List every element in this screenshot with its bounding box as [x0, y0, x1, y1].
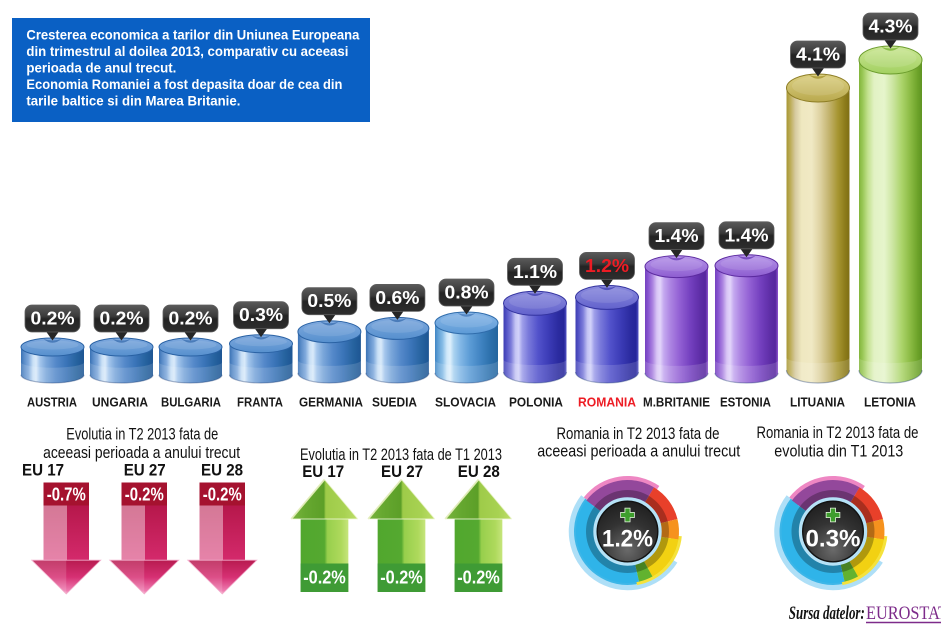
svg-text:0.2%: 0.2%	[100, 309, 144, 329]
svg-text:0.5%: 0.5%	[307, 291, 351, 311]
svg-text:POLONIA: POLONIA	[509, 396, 563, 410]
svg-text:Evolutia in T2 2013 fata de T1: Evolutia in T2 2013 fata de T1 2013	[300, 445, 502, 464]
svg-text:LETONIA: LETONIA	[864, 396, 916, 410]
svg-text:1.1%: 1.1%	[513, 262, 557, 282]
svg-text:0.2%: 0.2%	[31, 309, 75, 329]
svg-text:LITUANIA: LITUANIA	[790, 396, 845, 410]
svg-text:M.BRITANIE: M.BRITANIE	[643, 396, 710, 410]
svg-text:BULGARIA: BULGARIA	[161, 396, 221, 410]
svg-text:SUEDIA: SUEDIA	[372, 396, 417, 410]
svg-text:Cresterea economica a tarilor: Cresterea economica a tarilor din Uniune…	[26, 28, 359, 43]
svg-text:SLOVACIA: SLOVACIA	[435, 396, 496, 410]
svg-text:GERMANIA: GERMANIA	[299, 396, 363, 410]
svg-text:ROMANIA: ROMANIA	[578, 396, 636, 410]
svg-text:aceeasi perioada a anului trec: aceeasi perioada a anului trecut	[537, 442, 740, 461]
svg-text:1.4%: 1.4%	[725, 225, 769, 245]
svg-text:0.8%: 0.8%	[445, 283, 489, 303]
svg-text:EUROSTAT: EUROSTAT	[866, 603, 941, 624]
svg-text:0.3%: 0.3%	[806, 525, 861, 552]
svg-text:ESTONIA: ESTONIA	[720, 396, 771, 410]
svg-text:Romania in T2 2013 fata de: Romania in T2 2013 fata de	[757, 423, 919, 442]
svg-text:0.2%: 0.2%	[169, 309, 213, 329]
svg-text:AUSTRIA: AUSTRIA	[27, 396, 77, 410]
svg-text:EU 28: EU 28	[458, 462, 500, 481]
svg-text:-0.2%: -0.2%	[125, 484, 164, 504]
svg-text:0.6%: 0.6%	[375, 288, 419, 308]
svg-text:0.3%: 0.3%	[239, 305, 283, 325]
svg-text:perioada de anul trecut.: perioada de anul trecut.	[26, 61, 176, 76]
svg-text:UNGARIA: UNGARIA	[92, 396, 148, 410]
svg-text:tarile baltice si din Marea Br: tarile baltice si din Marea Britanie.	[26, 94, 240, 109]
svg-text:Sursa datelor:: Sursa datelor:	[789, 603, 865, 624]
svg-text:EU 17: EU 17	[22, 461, 64, 480]
svg-text:1.2%: 1.2%	[585, 256, 629, 276]
svg-text:aceeasi perioada a anului trec: aceeasi perioada a anului trecut	[43, 443, 240, 462]
svg-text:1.4%: 1.4%	[655, 226, 699, 246]
svg-text:-0.2%: -0.2%	[203, 484, 242, 504]
svg-text:-0.7%: -0.7%	[47, 484, 86, 504]
svg-text:EU 28: EU 28	[201, 461, 243, 480]
svg-text:FRANTA: FRANTA	[237, 396, 283, 410]
svg-text:EU 27: EU 27	[381, 462, 423, 481]
svg-text:Economia Romaniei a fost depas: Economia Romaniei a fost depasita doar d…	[26, 77, 342, 92]
svg-text:EU 17: EU 17	[302, 462, 344, 481]
svg-text:1.2%: 1.2%	[602, 525, 653, 552]
svg-text:-0.2%: -0.2%	[303, 568, 346, 588]
svg-text:-0.2%: -0.2%	[457, 568, 500, 588]
svg-text:-0.2%: -0.2%	[380, 568, 423, 588]
svg-text:4.1%: 4.1%	[796, 45, 840, 65]
svg-text:Evolutia in T2 2013 fata de: Evolutia in T2 2013 fata de	[66, 425, 218, 444]
svg-text:evolutia din T1 2013: evolutia din T1 2013	[774, 442, 903, 461]
svg-text:Romania in T2 2013 fata de: Romania in T2 2013 fata de	[557, 424, 720, 443]
svg-text:4.3%: 4.3%	[869, 17, 913, 37]
svg-text:din trimestrul al doilea 2013,: din trimestrul al doilea 2013, comparati…	[26, 44, 348, 59]
svg-text:EU 27: EU 27	[124, 461, 166, 480]
